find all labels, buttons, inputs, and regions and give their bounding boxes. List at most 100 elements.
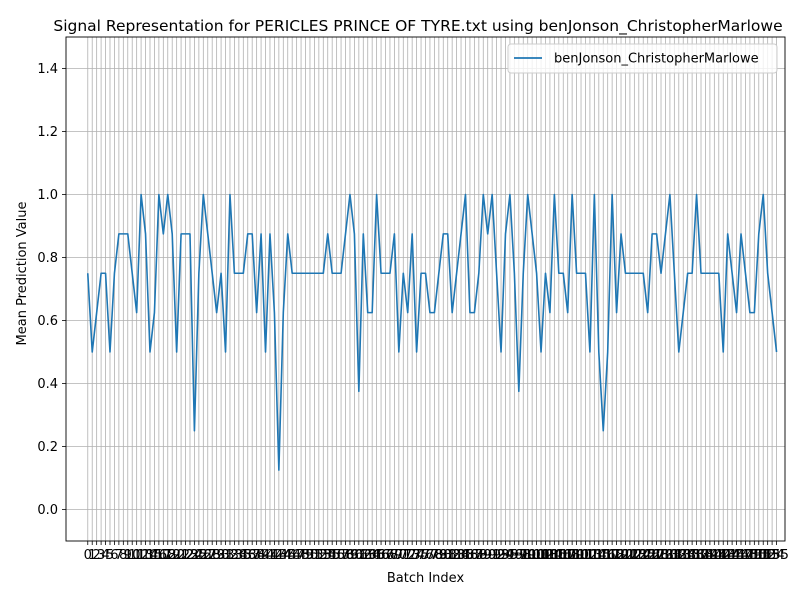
- x-tick-label: 133: [666, 548, 691, 563]
- x-tick-label: 107: [551, 548, 576, 563]
- x-tick-label: 137: [684, 548, 709, 563]
- x-tick-label: 121: [613, 548, 638, 563]
- x-tick-label: 40: [257, 548, 274, 563]
- y-axis-ticks: 0.0 0.2 0.4 0.6 0.8 1.0 1.2 1.4: [37, 62, 66, 518]
- x-tick-label: 100: [520, 548, 545, 563]
- x-tick-label: 73: [404, 548, 421, 563]
- x-tick-label: 91: [484, 548, 501, 563]
- x-tick-label: 48: [293, 548, 310, 563]
- x-tick-label: 6: [110, 548, 118, 563]
- x-tick-label: 66: [373, 548, 390, 563]
- x-tick-label: 113: [578, 548, 603, 563]
- x-tick-label: 67: [377, 548, 394, 563]
- x-tick-label: 71: [395, 548, 412, 563]
- x-tick-label: 56: [328, 548, 345, 563]
- x-axis-title: Batch Index: [387, 571, 465, 586]
- x-tick-label: 60: [346, 548, 363, 563]
- legend-box: [507, 43, 778, 74]
- x-tick-label: 34: [231, 548, 248, 563]
- y-tick-label: 0.6: [37, 314, 58, 329]
- x-tick-label: 84: [453, 548, 470, 563]
- x-tick-label: 126: [635, 548, 660, 563]
- x-tick-label: 154: [760, 548, 785, 563]
- x-tick-label: 13: [137, 548, 154, 563]
- x-tick-label: 130: [653, 548, 678, 563]
- x-tick-label: 58: [337, 548, 354, 563]
- x-tick-label: 37: [244, 548, 261, 563]
- x-tick-label: 70: [391, 548, 408, 563]
- x-tick-label: 81: [439, 548, 456, 563]
- x-tick-label: 102: [529, 548, 554, 563]
- y-tick-label: 0.0: [37, 503, 58, 518]
- x-tick-label: 89: [475, 548, 492, 563]
- x-tick-label: 95: [502, 548, 519, 563]
- x-tick-label: 44: [275, 548, 292, 563]
- x-tick-label: 10: [124, 548, 141, 563]
- x-tick-label: 77: [422, 548, 439, 563]
- x-tick-label: 79: [431, 548, 448, 563]
- x-tick-label: 120: [609, 548, 634, 563]
- x-tick-label: 99: [519, 548, 536, 563]
- x-tick-label: 15: [146, 548, 163, 563]
- x-tick-label: 62: [355, 548, 372, 563]
- x-tick-label: 152: [751, 548, 776, 563]
- x-tick-label: 83: [448, 548, 465, 563]
- x-tick-label: 49: [297, 548, 314, 563]
- x-tick-label: 23: [182, 548, 199, 563]
- x-gridlines: [87, 37, 777, 541]
- x-tick-label: 4: [101, 548, 109, 563]
- x-tick-label: 2: [93, 548, 101, 563]
- x-tick-label: 141: [702, 548, 727, 563]
- y-axis-title: Mean Prediction Value: [15, 202, 30, 346]
- x-tick-label: 143: [711, 548, 736, 563]
- x-tick-label: 5: [106, 548, 114, 563]
- legend: benJonson_ChristopherMarlowe: [507, 43, 778, 74]
- x-tick-label: 103: [533, 548, 558, 563]
- x-tick-label: 61: [351, 548, 368, 563]
- x-tick-label: 26: [195, 548, 212, 563]
- y-tick-label: 1.2: [37, 125, 58, 140]
- x-tick-label: 50: [302, 548, 319, 563]
- series-line: [86, 193, 778, 471]
- x-tick-label: 78: [426, 548, 443, 563]
- x-tick-label: 117: [595, 548, 620, 563]
- x-tick-label: 52: [311, 548, 328, 563]
- x-tick-label: 17: [155, 548, 172, 563]
- y-tick-label: 0.8: [37, 251, 58, 266]
- x-tick-label: 42: [266, 548, 283, 563]
- x-tick-label: 132: [662, 548, 687, 563]
- x-tick-label: 145: [720, 548, 745, 563]
- x-tick-label: 1: [88, 548, 96, 563]
- x-tick-label: 68: [382, 548, 399, 563]
- x-tick-label: 69: [386, 548, 403, 563]
- x-axis-ticks: 0123456789101112131415161718192021222324…: [84, 541, 789, 563]
- x-tick-label: 134: [671, 548, 696, 563]
- x-tick-label: 11: [128, 548, 145, 563]
- x-tick-label: 135: [675, 548, 700, 563]
- x-tick-label: 122: [617, 548, 642, 563]
- x-tick-label: 29: [208, 548, 225, 563]
- x-tick-label: 54: [319, 548, 336, 563]
- x-tick-label: 63: [359, 548, 376, 563]
- x-tick-label: 87: [466, 548, 483, 563]
- x-tick-label: 144: [715, 548, 740, 563]
- x-tick-label: 105: [542, 548, 567, 563]
- x-tick-label: 20: [168, 548, 185, 563]
- x-tick-label: 142: [706, 548, 731, 563]
- x-tick-label: 108: [555, 548, 580, 563]
- x-tick-label: 45: [279, 548, 296, 563]
- x-tick-label: 55: [324, 548, 341, 563]
- y-tick-label: 1.0: [37, 188, 58, 203]
- x-tick-label: 16: [151, 548, 168, 563]
- x-tick-label: 41: [262, 548, 279, 563]
- x-tick-label: 112: [573, 548, 598, 563]
- x-tick-label: 151: [746, 548, 771, 563]
- x-tick-label: 90: [479, 548, 496, 563]
- plot-frame: [65, 36, 786, 542]
- y-tick-label: 0.2: [37, 440, 58, 455]
- x-tick-label: 97: [511, 548, 528, 563]
- x-tick-label: 111: [569, 548, 594, 563]
- x-tick-label: 9: [124, 548, 132, 563]
- x-tick-label: 32: [222, 548, 239, 563]
- x-tick-label: 31: [217, 548, 234, 563]
